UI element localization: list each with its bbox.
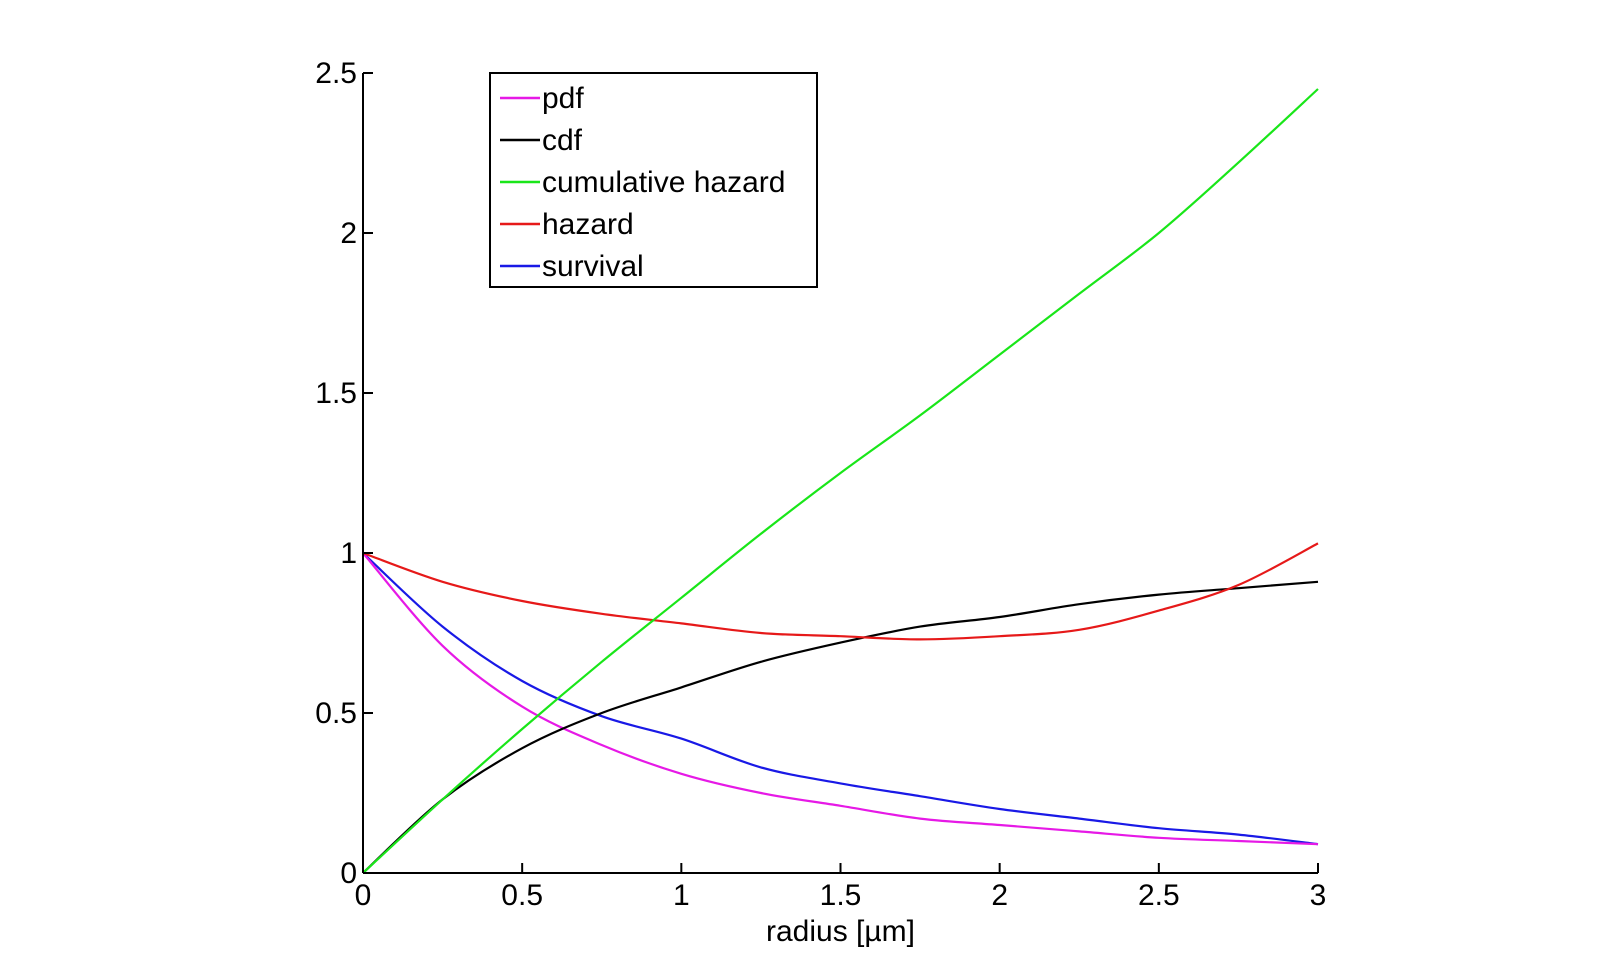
legend: pdf cdf cumulative hazard hazard survival — [489, 72, 818, 288]
tick-labels: 0 0.5 1 1.5 2 2.5 3 0 0.5 1 1.5 2 2.5 — [315, 57, 1326, 912]
legend-label-cdf: cdf — [542, 124, 583, 157]
x-tick-label: 3 — [1310, 879, 1327, 912]
x-axis-label: radius [µm] — [766, 915, 915, 948]
series-line-hazard — [362, 542, 1319, 641]
series-line-cumulative-hazard — [362, 88, 1319, 874]
y-tick-label: 2 — [340, 217, 357, 250]
series-line-pdf — [362, 552, 1319, 846]
y-tick-label: 2.5 — [315, 57, 357, 90]
y-tick-label: 0.5 — [315, 697, 357, 730]
legend-label-cumulative-hazard: cumulative hazard — [542, 166, 785, 199]
legend-label-pdf: pdf — [542, 82, 584, 115]
y-tick-label: 0 — [340, 857, 357, 890]
legend-box — [489, 72, 818, 288]
series-layer — [362, 88, 1319, 874]
series-line-survival — [362, 552, 1319, 846]
y-tick-label: 1 — [340, 537, 357, 570]
legend-label-survival: survival — [542, 250, 644, 283]
x-tick-label: 1 — [673, 879, 690, 912]
axes — [362, 72, 1319, 874]
x-tick-label: 0.5 — [501, 879, 543, 912]
legend-label-hazard: hazard — [542, 208, 634, 241]
series-line-cdf — [362, 580, 1319, 874]
x-tick-label: 0 — [355, 879, 372, 912]
x-tick-label: 1.5 — [820, 879, 862, 912]
x-tick-label: 2.5 — [1138, 879, 1180, 912]
y-tick-label: 1.5 — [315, 377, 357, 410]
x-tick-label: 2 — [991, 879, 1008, 912]
